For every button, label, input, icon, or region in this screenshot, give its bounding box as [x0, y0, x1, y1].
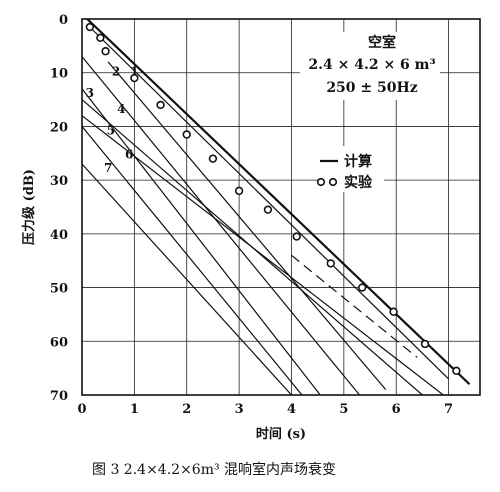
y-tick-label: 60: [50, 335, 68, 350]
legend-circle-swatch: [316, 177, 326, 187]
x-tick-label: 2: [182, 402, 191, 417]
experiment-points: [85, 22, 461, 376]
legend-circle-swatch: [328, 177, 338, 187]
x-tick-labels: 0 1 2 3 4 5 6 7: [77, 402, 453, 417]
annotation-title: 空室: [368, 34, 396, 51]
curve-label: 7: [104, 161, 112, 175]
figure-caption: 图 3 2.4×4.2×6m³ 混响室内声场衰变: [92, 461, 336, 478]
experiment-point: [389, 307, 398, 316]
experiment-point: [292, 232, 301, 241]
x-tick-label: 6: [392, 402, 401, 417]
curve-label: 1: [130, 64, 138, 78]
curve-label: 6: [125, 148, 133, 162]
legend-exp-label: 实验: [344, 174, 373, 191]
y-tick-label: 70: [50, 389, 68, 404]
experiment-point: [208, 154, 218, 163]
calc-line-dashed: [291, 254, 418, 358]
experiment-point: [85, 22, 95, 32]
experiment-point: [326, 259, 335, 268]
y-axis-label: 压力级 (dB): [21, 169, 37, 245]
calc-line-3: [81, 88, 321, 396]
y-tick-label: 10: [50, 67, 68, 82]
experiment-point: [234, 186, 244, 196]
y-tick-labels: 0 10 20 30 40 50 60 70: [50, 13, 68, 404]
curve-label: 3: [86, 86, 94, 100]
experiment-point: [156, 100, 165, 110]
experiment-point: [130, 73, 139, 83]
y-tick-label: 0: [59, 13, 68, 28]
x-tick-label: 5: [339, 402, 348, 417]
series-lines: [81, 18, 471, 396]
experiment-point: [101, 47, 110, 56]
y-tick-label: 40: [50, 228, 68, 243]
experiment-point: [263, 205, 273, 214]
x-axis-label: 时间 (s): [256, 426, 306, 442]
experiment-point: [452, 366, 461, 376]
experiment-point: [182, 130, 191, 139]
calc-line: [107, 61, 387, 391]
annotation-dimensions: 2.4 × 4.2 × 6 m³: [308, 57, 435, 73]
legend: 计算 实验: [316, 146, 384, 192]
experiment-point: [357, 283, 367, 292]
curve-label: 4: [117, 102, 125, 116]
plot-frame: [81, 18, 481, 396]
legend-calc-label: 计算: [344, 153, 372, 170]
y-tick-label: 20: [50, 120, 68, 135]
calc-line-6: [81, 115, 444, 396]
calc-line: [92, 29, 449, 380]
calc-line-7: [81, 163, 292, 396]
calc-line-1: [86, 18, 471, 386]
calc-line-2: [81, 56, 361, 396]
curve-label: 2: [112, 64, 120, 78]
x-tick-label: 1: [130, 402, 139, 417]
y-tick-label: 30: [50, 174, 68, 189]
x-tick-label: 0: [77, 402, 86, 417]
x-tick-label: 3: [235, 402, 244, 417]
experiment-point: [420, 339, 430, 349]
curve-label: 5: [107, 123, 115, 137]
annotation-band: 250 ± 50Hz: [326, 80, 417, 96]
calc-line-5: [81, 126, 303, 396]
y-tick-label: 50: [50, 282, 68, 297]
x-tick-label: 7: [444, 402, 453, 417]
x-tick-label: 4: [287, 402, 296, 417]
annotation-box: 空室 2.4 × 4.2 × 6 m³ 250 ± 50Hz: [300, 32, 440, 100]
experiment-point: [96, 33, 105, 42]
